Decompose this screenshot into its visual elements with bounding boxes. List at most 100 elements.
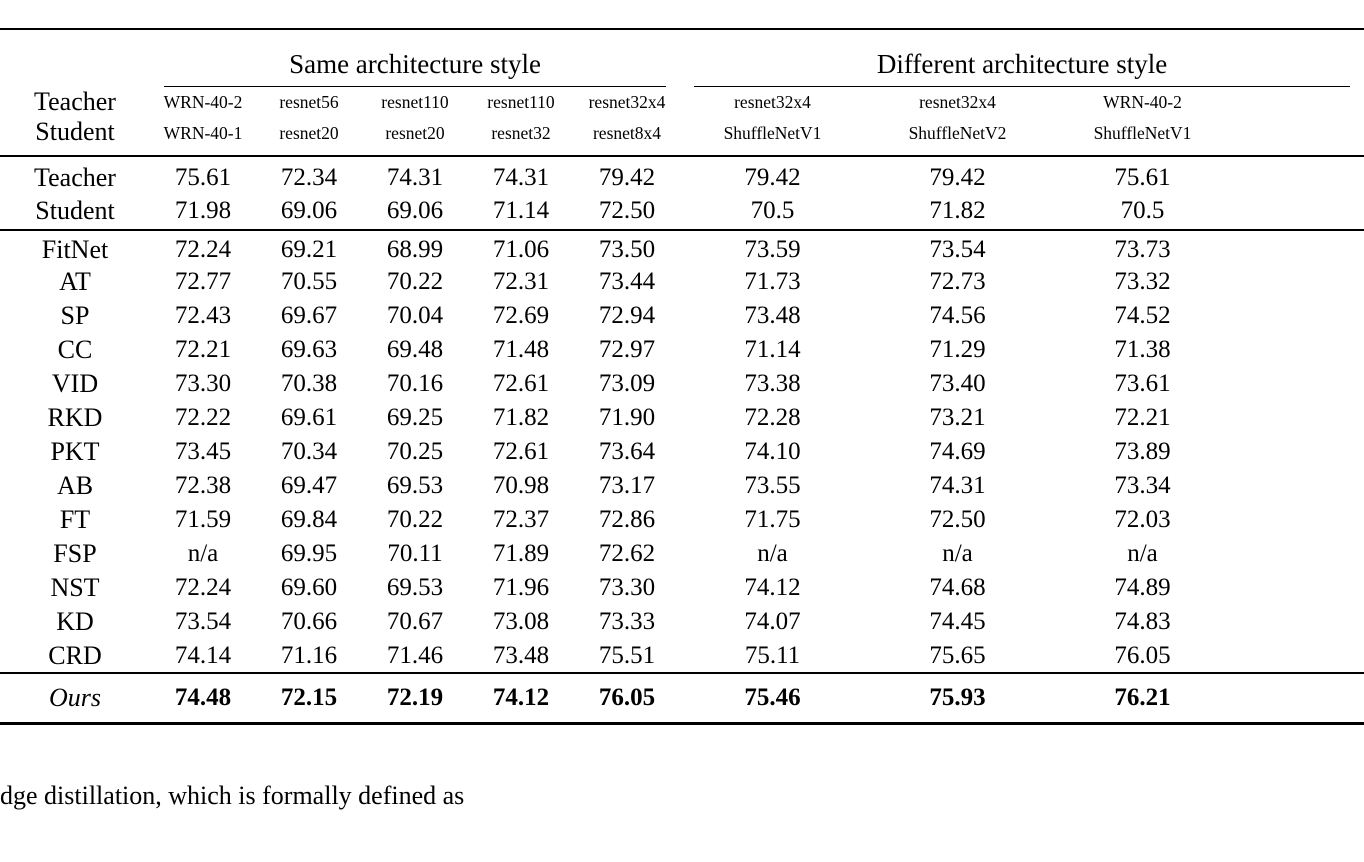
ours-value: 74.12 (468, 672, 574, 723)
spacer-cell (1235, 605, 1364, 639)
method-label: FT (59, 505, 91, 534)
teacher-arch-name: resnet32x4 (919, 91, 996, 112)
spacer-cell (1235, 469, 1364, 503)
method-value: 69.61 (280, 404, 338, 431)
baseline-value: 75.61 (174, 163, 232, 191)
method-value: 69.25 (386, 404, 444, 431)
baseline-section: Teacher 75.61 72.34 74.31 74.31 79.42 79.42 79.… (0, 156, 1364, 230)
student-arch-name: resnet20 (362, 117, 468, 157)
method-value: 69.84 (280, 506, 338, 533)
baseline-row: Teacher 75.61 72.34 74.31 74.31 79.42 79.42 79.… (0, 156, 1364, 193)
method-value: 73.40 (929, 370, 986, 397)
student-arch-name: ShuffleNetV1 (680, 117, 866, 157)
spacer-cell (1235, 193, 1364, 230)
baseline-value: 74.31 (492, 163, 550, 191)
method-value: 73.30 (174, 370, 232, 397)
spacer-cell (1235, 401, 1364, 435)
student-arch-name: resnet32 (468, 117, 574, 157)
ours-value: 72.15 (256, 672, 362, 723)
teacher-arch-name: WRN-40-2 (1103, 91, 1182, 112)
method-label: PKT (50, 437, 100, 466)
method-value: 70.55 (280, 268, 338, 295)
method-value: 72.21 (174, 336, 232, 363)
ours-value: 72.19 (362, 672, 468, 723)
method-value: 73.59 (680, 229, 866, 265)
method-value: 68.99 (362, 229, 468, 265)
method-value: 72.61 (492, 370, 550, 397)
baseline-value: 70.5 (1120, 197, 1165, 224)
method-value: 73.34 (1114, 472, 1171, 499)
spacer-cell (1235, 435, 1364, 469)
method-value: 72.50 (929, 506, 986, 533)
results-table: Same architecture style Different archit… (0, 28, 1364, 725)
method-row: FSP n/a 69.95 70.11 71.89 72.62 n/a n/a n/a (0, 537, 1364, 571)
method-value: 74.68 (929, 574, 986, 601)
spacer-cell (1235, 87, 1364, 117)
method-value: 74.31 (929, 472, 986, 499)
spacer-cell (1235, 333, 1364, 367)
method-value: 72.94 (598, 302, 656, 329)
method-value: 74.89 (1114, 574, 1171, 601)
method-value: 71.82 (492, 404, 550, 431)
spacer-cell (1235, 229, 1364, 265)
ours-value: 76.05 (574, 672, 681, 723)
baseline-value: 70.5 (750, 197, 795, 224)
method-value: 72.24 (174, 574, 232, 601)
method-value: 70.38 (280, 370, 338, 397)
teacher-arch-name: resnet110 (381, 91, 449, 112)
spacer-cell (1235, 537, 1364, 571)
baseline-label: Teacher (34, 162, 116, 192)
method-row: FT 71.59 69.84 70.22 72.37 72.86 71.75 72.50 72.… (0, 503, 1364, 537)
method-value: 69.63 (280, 336, 338, 363)
method-label: AB (56, 471, 94, 500)
method-value: 72.97 (598, 336, 656, 363)
method-value: 70.98 (492, 472, 550, 499)
method-value: 74.12 (744, 574, 801, 601)
baseline-value: 75.61 (1114, 163, 1171, 191)
teacher-arch-name: WRN-40-2 (163, 91, 243, 112)
method-label: RKD (47, 403, 103, 432)
method-value: 71.46 (386, 641, 444, 669)
method-value: 71.38 (1114, 336, 1171, 363)
teacher-arch-row: Teacher WRN-40-2 resnet56 resnet110 resnet1… (0, 87, 1364, 117)
group-header-different-cell: Different architecture style (680, 29, 1364, 87)
method-value: 74.83 (1114, 608, 1171, 635)
baseline-value: 79.42 (744, 163, 801, 191)
spacer-cell (1235, 117, 1364, 157)
method-value: 72.28 (744, 404, 801, 431)
method-value: 69.53 (386, 472, 444, 499)
method-value: 72.69 (492, 302, 550, 329)
spacer-cell (1235, 156, 1364, 193)
method-value: 71.06 (468, 229, 574, 265)
method-row: PKT 73.45 70.34 70.25 72.61 73.64 74.10 74.69 73… (0, 435, 1364, 469)
spacer-cell (1235, 639, 1364, 673)
baseline-row: Student 71.98 69.06 69.06 71.14 72.50 70.5 71.8… (0, 193, 1364, 230)
method-value: 71.73 (744, 268, 801, 295)
method-value: 72.61 (492, 438, 550, 465)
method-value: 73.61 (1114, 370, 1171, 397)
method-value: 70.22 (386, 506, 444, 533)
method-value: 73.32 (1114, 268, 1171, 295)
method-value: 73.64 (598, 438, 656, 465)
ours-value: 74.48 (150, 672, 256, 723)
group-header-same: Same architecture style (289, 49, 541, 79)
table-header: Same architecture style Different archit… (0, 29, 1364, 157)
method-row: AB 72.38 69.47 69.53 70.98 73.17 73.55 74.31 73.… (0, 469, 1364, 503)
method-value: n/a (757, 540, 788, 567)
method-value: 72.38 (174, 472, 232, 499)
method-value: 69.60 (280, 574, 338, 601)
student-arch-name: resnet20 (256, 117, 362, 157)
method-label: CRD (48, 640, 102, 670)
method-value: 73.33 (598, 608, 656, 635)
method-value: 71.16 (280, 641, 338, 669)
method-value: 75.51 (598, 641, 656, 669)
method-value: 70.11 (387, 540, 443, 567)
method-value: 69.48 (386, 336, 444, 363)
method-value: 74.07 (744, 608, 801, 635)
teacher-arch-name: resnet56 (279, 91, 339, 112)
group-header-same-cell: Same architecture style (150, 29, 680, 87)
spacer-cell (1235, 265, 1364, 299)
student-arch-name: ShuffleNetV1 (1050, 117, 1236, 157)
method-label: SP (60, 301, 90, 330)
student-header-label: Student (0, 117, 150, 157)
